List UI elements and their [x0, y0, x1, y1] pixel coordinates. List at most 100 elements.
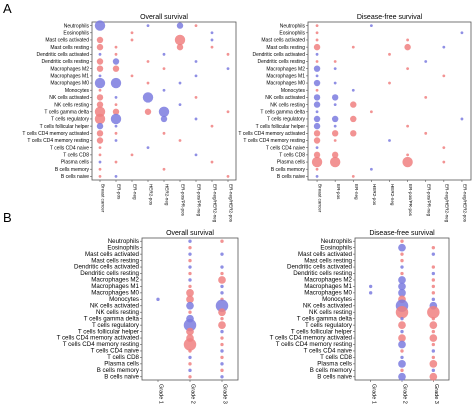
row-label: B cells naive — [104, 373, 139, 380]
column-label: ER-pos/PR-pos — [181, 184, 186, 217]
row-label: Mast cells resting — [304, 257, 352, 264]
row-label: Dendritic cells resting — [41, 59, 89, 65]
column-label: Grade 3 — [222, 384, 228, 404]
bubble-point — [431, 265, 436, 269]
row-label: T cells follicular helper — [40, 124, 90, 130]
column-label: HER2-pos — [149, 184, 154, 206]
bubble-point — [406, 38, 410, 42]
row-label: T cells CD4 naive — [50, 145, 89, 151]
bubble-point — [400, 265, 404, 269]
bubble-point — [194, 74, 198, 78]
bubble-point — [98, 146, 102, 150]
column-label: ER-pos/PR-pos — [408, 184, 413, 217]
row-label: Macrophages M0 — [50, 81, 89, 87]
row-label: T cells CD4 memory resting — [63, 341, 140, 348]
row-label: Dendritic cells resting — [80, 270, 139, 277]
row-label: T cells CD4 memory resting — [276, 341, 353, 348]
row-label: T cells follicular helper — [256, 124, 306, 130]
column-label: Grade 1 — [158, 384, 164, 404]
row-label: T cells CD4 naive — [266, 145, 305, 151]
column-label: ER-neg — [354, 184, 359, 200]
bubble-point — [424, 131, 428, 135]
bubble-point — [98, 153, 102, 157]
row-label: B cells naive — [277, 174, 305, 180]
bubble-point — [350, 101, 357, 108]
bubble-point — [114, 175, 118, 178]
row-label: T cells CD4 memory activated — [22, 131, 89, 137]
column-label: HER2-pos — [372, 184, 377, 206]
bubble-point — [431, 342, 436, 347]
bubble-point — [431, 291, 436, 295]
row-label: Mast cells resting — [50, 45, 89, 51]
bubble-point — [351, 88, 355, 92]
bubble-point — [130, 153, 134, 157]
bubble-point — [429, 321, 438, 329]
bubble-point — [98, 74, 102, 78]
bubble-point — [96, 36, 104, 44]
chart-title: Overall survival — [166, 230, 214, 237]
bubble-point — [210, 160, 214, 164]
row-label: T cells regulatory — [305, 322, 353, 329]
bubble-point — [220, 265, 224, 269]
bubble-point — [114, 52, 118, 56]
row-label: B cells memory — [55, 167, 90, 173]
row-label: Mast cells activated — [298, 251, 353, 258]
bubble-point — [220, 317, 224, 321]
row-label: Macrophages M0 — [91, 290, 139, 297]
bubble-point — [350, 115, 357, 123]
row-label: Neutrophils — [280, 23, 306, 29]
column-label: Breast cancer — [101, 184, 106, 213]
row-label: Neutrophils — [321, 238, 352, 245]
bubble-point — [156, 297, 160, 301]
bubble-point — [112, 108, 120, 115]
bubble-point — [114, 131, 118, 135]
bubble-point — [142, 92, 154, 103]
panel-label-b: B — [3, 210, 12, 225]
bubble-point — [96, 65, 104, 72]
bubble-point — [460, 31, 464, 35]
row-label: NK cells activated — [90, 302, 140, 309]
plot-frame — [91, 21, 237, 181]
bubble-point — [96, 137, 104, 144]
column-label: ER-pos — [117, 184, 122, 200]
row-label: B cells naive — [61, 174, 89, 180]
bubble-point — [226, 110, 230, 114]
bubble-point — [400, 239, 404, 243]
bubble-point — [130, 74, 134, 78]
bubble-point — [388, 52, 391, 56]
row-label: Mast cells activated — [261, 38, 305, 44]
bubble-point — [315, 175, 319, 178]
bubble-point — [388, 81, 391, 85]
row-label: NK cells activated — [265, 95, 305, 101]
bubble-point — [188, 375, 192, 379]
bubble-point — [178, 103, 182, 106]
bubble-point — [98, 167, 102, 171]
bubble-point — [188, 355, 192, 360]
bubble-point — [400, 258, 404, 263]
bubble-point — [130, 31, 134, 35]
bubble-point — [98, 175, 102, 178]
bubble-point — [162, 67, 166, 71]
row-label: NK cells resting — [96, 309, 140, 316]
bubble-point — [442, 45, 446, 49]
bubble-point — [114, 124, 118, 128]
bubble-point — [315, 52, 319, 56]
row-label: T cells follicular helper — [78, 328, 139, 335]
bubble-point — [210, 124, 214, 128]
bubble-point — [96, 58, 104, 65]
bubble-point — [183, 318, 197, 332]
bubble-point — [315, 110, 319, 114]
row-label: B cells memory — [97, 367, 140, 374]
row-label: T cells gamma delta — [297, 315, 353, 322]
bubble-point — [220, 368, 224, 372]
row-label: Dendritic cells activated — [252, 52, 305, 58]
bubble-point — [194, 153, 198, 157]
bubble-point — [220, 291, 224, 295]
bubble-point — [188, 278, 192, 282]
bubble-point — [398, 340, 406, 349]
bubble-point — [183, 338, 197, 351]
bubble-point — [96, 130, 104, 137]
row-label: T cells gamma delta — [44, 109, 89, 115]
bubble-point — [313, 151, 321, 159]
bubble-point — [162, 167, 166, 171]
